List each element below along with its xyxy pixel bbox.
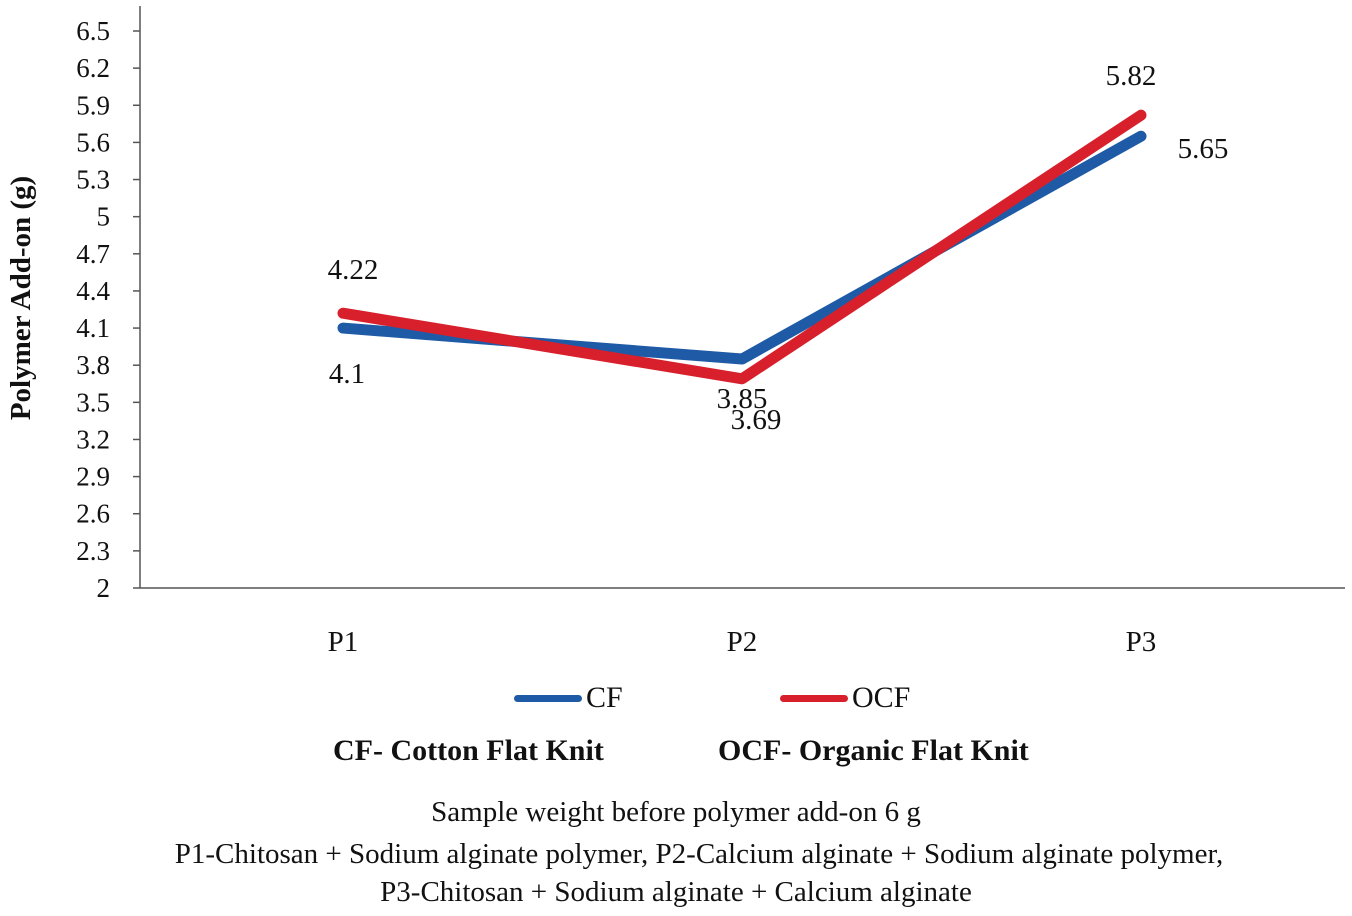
note-polymers-line2: P3-Chitosan + Sodium alginate + Calcium … <box>380 876 972 908</box>
data-label-cf: 5.65 <box>1178 133 1229 165</box>
x-tick-label: P1 <box>328 626 359 658</box>
y-tick-label: 2 <box>97 573 111 603</box>
y-tick-label: 5.3 <box>76 165 110 195</box>
note-polymers-line1: P1-Chitosan + Sodium alginate polymer, P… <box>174 838 1224 870</box>
legend-swatch-ocf <box>780 694 848 702</box>
series-layer <box>337 109 1147 385</box>
y-axis: 2 2.3 2.6 2.9 3.2 3.5 3.8 4.1 4.4 4.7 5 5.3 5.6 5.9 6.… <box>76 6 141 603</box>
y-tick-label: 4.7 <box>76 239 110 269</box>
y-tick-label: 4.1 <box>76 313 110 343</box>
line-chart: 2 2.3 2.6 2.9 3.2 3.5 3.8 4.1 4.4 4.7 5 5.3 5.6 5.9 6.… <box>5 6 1345 658</box>
y-tick-label: 2.6 <box>76 499 110 529</box>
x-tick-label: P3 <box>1126 626 1157 658</box>
y-tick-label: 6.2 <box>76 53 110 83</box>
y-tick-label: 5.6 <box>76 127 110 157</box>
y-tick-label: 5 <box>97 202 111 232</box>
definition-cf: CF- Cotton Flat Knit <box>333 734 604 767</box>
data-label-cf: 3.85 <box>717 383 768 415</box>
y-tick-label: 4.4 <box>76 276 110 306</box>
y-tick-label: 3.8 <box>76 350 110 380</box>
y-axis-title: Polymer Add-on (g) <box>5 176 37 420</box>
y-tick-label: 2.9 <box>76 462 110 492</box>
legend-item-ocf: OCF <box>780 678 910 718</box>
data-label-ocf: 5.82 <box>1106 60 1157 92</box>
y-tick-label: 3.2 <box>76 424 110 454</box>
note-sample-weight: Sample weight before polymer add-on 6 g <box>431 796 921 828</box>
definition-ocf: OCF- Organic Flat Knit <box>718 734 1029 767</box>
legend-item-cf: CF <box>514 678 623 718</box>
data-label-ocf: 4.22 <box>328 254 379 286</box>
data-labels: 4.1 3.85 5.65 4.22 3.69 5.82 <box>328 60 1229 436</box>
abbreviation-definitions: CF- Cotton Flat Knit OCF- Organic Flat K… <box>0 734 1352 774</box>
legend-label-ocf: OCF <box>852 681 911 714</box>
series-line-cf <box>337 130 1147 365</box>
y-tick-label: 5.9 <box>76 90 110 120</box>
legend-label-cf: CF <box>586 681 623 714</box>
legend-swatch-cf <box>514 694 582 702</box>
y-tick-label: 3.5 <box>76 387 110 417</box>
x-tick-label: P2 <box>727 626 758 658</box>
data-label-ocf: 3.69 <box>731 404 782 436</box>
data-label-cf: 4.1 <box>329 358 365 390</box>
y-tick-label: 6.5 <box>76 16 110 46</box>
y-tick-label: 2.3 <box>76 536 110 566</box>
x-axis: P1 P2 P3 <box>140 587 1345 658</box>
series-line-ocf <box>337 109 1147 385</box>
legend: CF OCF <box>0 678 1352 718</box>
